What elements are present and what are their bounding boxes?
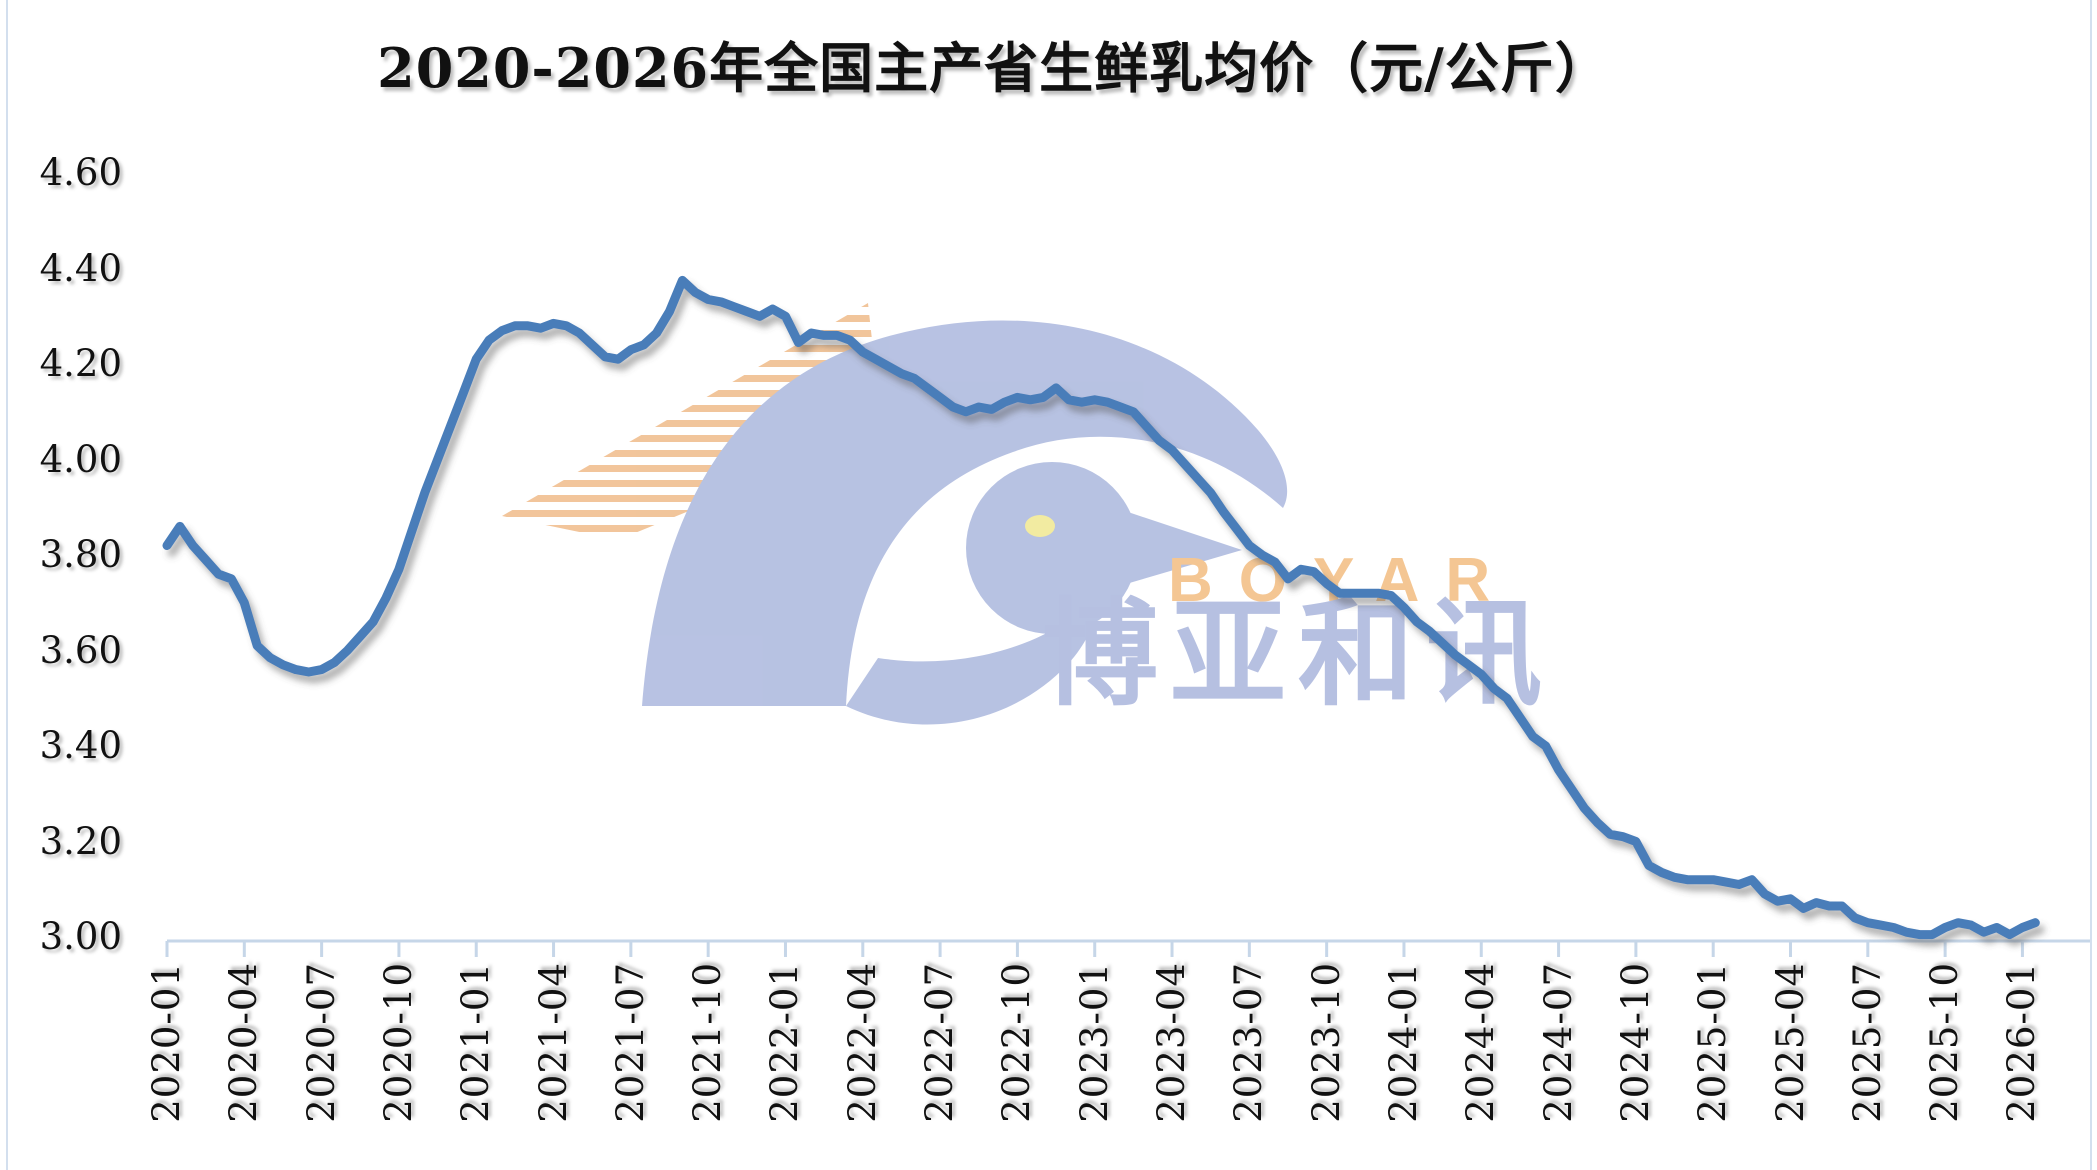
x-axis-label-text: 2021-04 bbox=[531, 962, 575, 1123]
x-axis-label-text: 2022-10 bbox=[995, 962, 1039, 1123]
x-axis-label-text: 2020-01 bbox=[145, 962, 188, 1123]
x-axis-label-text: 2023-10 bbox=[1304, 962, 1348, 1123]
y-axis-label: 3.60 bbox=[39, 628, 122, 672]
y-axis-label: 3.80 bbox=[39, 533, 122, 576]
bird-wing-icon bbox=[642, 320, 1288, 706]
y-axis-label: 4.00 bbox=[39, 437, 122, 481]
y-axis-label: 3.20 bbox=[39, 819, 122, 863]
x-axis-ticks bbox=[165, 941, 2024, 957]
x-axis-label-text: 2025-07 bbox=[1845, 962, 1889, 1123]
x-axis-label-text: 2020-10 bbox=[376, 962, 420, 1123]
x-axis-label-text: 2022-01 bbox=[763, 962, 807, 1123]
x-axis-label-text: 2020-07 bbox=[299, 962, 343, 1123]
x-axis-label-text: 2024-04 bbox=[1459, 962, 1503, 1123]
x-axis-label-text: 2023-07 bbox=[1227, 962, 1271, 1123]
x-axis-label-text: 2022-04 bbox=[840, 962, 884, 1123]
x-axis-label-text: 2024-01 bbox=[1381, 962, 1425, 1123]
x-axis-label-text: 2021-10 bbox=[686, 962, 730, 1123]
x-axis-label-text: 2023-04 bbox=[1150, 962, 1194, 1123]
x-axis-label-text: 2023-01 bbox=[1072, 962, 1116, 1123]
y-axis-label: 3.00 bbox=[39, 915, 122, 958]
x-axis-label-text: 2020-04 bbox=[222, 962, 266, 1123]
x-axis-label-text: 2025-10 bbox=[1923, 962, 1967, 1123]
bird-head-icon bbox=[966, 462, 1138, 634]
boyar-cn-wordmark: 博亚和讯 bbox=[1042, 587, 1554, 722]
y-axis-label: 4.20 bbox=[39, 342, 122, 385]
bird-belly-icon bbox=[846, 600, 1096, 725]
watermark-logo: BOYAR 博亚和讯 bbox=[502, 303, 1554, 725]
bird-beak-icon bbox=[1126, 512, 1242, 584]
x-axis-label-text: 2022-07 bbox=[918, 962, 962, 1123]
y-axis-label: 4.40 bbox=[39, 246, 122, 290]
y-axis-label: 3.40 bbox=[39, 724, 122, 767]
bird-eye-icon bbox=[1025, 515, 1055, 537]
wing-speedlines-icon bbox=[502, 303, 882, 540]
x-axis-label-text: 2024-10 bbox=[1613, 962, 1657, 1123]
x-axis-label-text: 2025-01 bbox=[1691, 962, 1735, 1123]
x-axis-label-text: 2026-01 bbox=[2000, 962, 2044, 1123]
x-axis-label-text: 2025-04 bbox=[1768, 962, 1812, 1123]
y-axis-label: 4.60 bbox=[39, 151, 122, 194]
x-axis-label-text: 2024-07 bbox=[1536, 962, 1580, 1123]
milk-price-line-series bbox=[162, 275, 2040, 940]
x-axis-label-text: 2021-01 bbox=[454, 962, 498, 1123]
x-axis-label-text: 2021-07 bbox=[608, 962, 652, 1123]
chart-title: 2020-2026年全国主产省生鲜乳均价（元/公斤） bbox=[377, 36, 1610, 100]
